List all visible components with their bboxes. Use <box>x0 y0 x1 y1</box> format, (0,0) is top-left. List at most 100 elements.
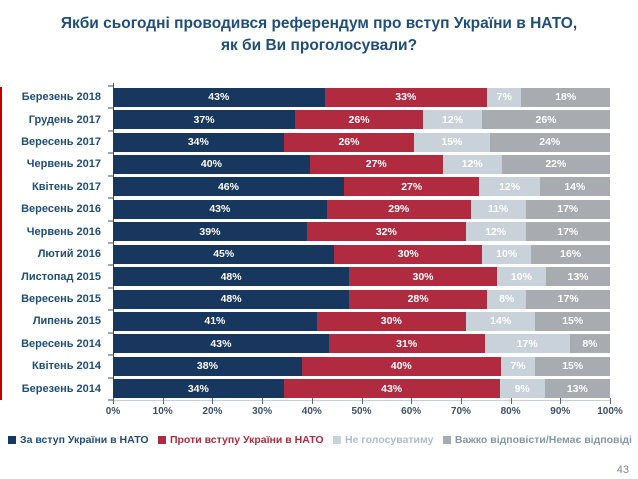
category-axis-tick <box>108 309 113 311</box>
bar-segment-wont-vote: 11% <box>470 199 526 219</box>
bar-value-label: 17% <box>557 293 579 305</box>
bar-value-label: 10% <box>496 248 518 261</box>
category-axis-tick <box>108 354 113 356</box>
bar-segment-hard-to-say: 18% <box>521 87 611 107</box>
bar-segment-hard-to-say: 15% <box>535 356 610 376</box>
bar-value-label: 43% <box>209 203 231 216</box>
bar-value-label: 12% <box>485 225 507 238</box>
x-axis-tick <box>162 398 164 404</box>
bar-value-label: 31% <box>396 337 418 350</box>
bar-segment-for-nato: 46% <box>113 177 344 197</box>
bar-value-label: 26% <box>535 113 557 126</box>
bar-segment-for-nato: 48% <box>113 267 350 287</box>
chart-row: Вересень 2017 34% 26% 15% 24% <box>2 131 610 153</box>
chart-title-line-2: як би Ви проголосували? <box>220 37 418 54</box>
category-axis-tick <box>108 332 113 334</box>
category-axis-tick <box>108 377 113 379</box>
bar-segment-for-nato: 43% <box>113 334 329 354</box>
bar-value-label: 13% <box>566 382 588 395</box>
bar-value-label: 28% <box>407 293 429 305</box>
category-label: Вересень 2016 <box>21 203 101 216</box>
bar-value-label: 12% <box>442 113 464 126</box>
bar-value-label: 37% <box>193 113 215 126</box>
bar-segment-hard-to-say: 17% <box>525 199 610 219</box>
bar-value-label: 33% <box>395 91 417 104</box>
bar-value-label: 27% <box>401 180 423 193</box>
legend-label: Важко відповісти/Немає відповіді <box>454 434 632 446</box>
bar-segment-hard-to-say: 15% <box>535 311 610 331</box>
chart-row: Грудень 2017 37% 26% 12% 26% <box>2 108 610 130</box>
chart-row: Червень 2017 40% 27% 12% 22% <box>2 153 610 175</box>
bar-value-label: 10% <box>510 270 532 283</box>
bar-segment-against-nato: 33% <box>324 87 487 107</box>
legend-item-for-nato: За вступ України в НАТО <box>8 434 149 446</box>
bar-segment-hard-to-say: 8% <box>569 334 610 354</box>
category-label: Грудень 2017 <box>28 113 101 126</box>
x-axis-tick <box>262 398 264 404</box>
bar-segment-for-nato: 43% <box>113 87 325 107</box>
stacked-bar-chart: Березень 2018 43% 33% 7% 18% Грудень 2017 37% 2… <box>2 83 623 427</box>
bar-value-label: 22% <box>545 158 567 171</box>
chart-row: Вересень 2014 43% 31% 17% 8% <box>2 333 610 355</box>
category-label: Квітень 2017 <box>32 180 101 193</box>
stacked-bar: 39% 32% 12% 17% <box>113 222 610 242</box>
stacked-bar: 34% 26% 15% 24% <box>113 132 610 152</box>
bar-value-label: 7% <box>496 91 512 104</box>
bar-segment-hard-to-say: 13% <box>544 379 611 399</box>
bar-segment-against-nato: 26% <box>295 110 423 130</box>
x-axis-tick <box>212 398 214 404</box>
bar-segment-against-nato: 31% <box>328 334 485 354</box>
bar-segment-wont-vote: 10% <box>482 244 532 264</box>
stacked-bar: 40% 27% 12% 22% <box>113 154 610 174</box>
category-axis-tick <box>108 287 113 289</box>
bar-segment-against-nato: 28% <box>349 289 487 309</box>
x-axis-tick <box>311 398 313 404</box>
bar-segment-against-nato: 30% <box>349 267 497 287</box>
category-axis-tick <box>108 107 113 109</box>
category-label: Червень 2017 <box>26 158 101 171</box>
bar-segment-hard-to-say: 17% <box>525 222 610 242</box>
bar-segment-hard-to-say: 22% <box>501 154 610 174</box>
bar-segment-for-nato: 43% <box>113 199 327 219</box>
legend-label: Проти вступу України в НАТО <box>169 434 324 446</box>
stacked-bar: 45% 30% 10% 16% <box>113 244 610 264</box>
stacked-bar: 37% 26% 12% 26% <box>113 110 610 130</box>
bar-segment-for-nato: 38% <box>113 356 302 376</box>
x-axis-tick <box>560 398 562 404</box>
x-axis-tick-label: 30% <box>252 406 273 417</box>
bar-segment-for-nato: 41% <box>113 311 317 331</box>
category-label: Лютий 2016 <box>37 248 101 261</box>
chart-row: Квітень 2014 38% 40% 7% 15% <box>2 355 610 377</box>
bar-value-label: 34% <box>187 136 209 149</box>
bar-value-label: 38% <box>196 360 218 373</box>
bar-segment-for-nato: 34% <box>113 132 284 152</box>
bar-segment-hard-to-say: 16% <box>531 244 610 264</box>
bar-value-label: 16% <box>560 248 582 261</box>
bar-segment-against-nato: 32% <box>306 222 466 242</box>
bar-segment-wont-vote: 12% <box>465 222 526 242</box>
bar-value-label: 45% <box>213 248 235 261</box>
bar-segment-wont-vote: 17% <box>484 334 570 354</box>
bar-value-label: 15% <box>441 136 463 149</box>
chart-row: Червень 2016 39% 32% 12% 17% <box>2 221 610 243</box>
bar-value-label: 24% <box>539 136 561 149</box>
bar-segment-against-nato: 29% <box>326 199 471 219</box>
bar-value-label: 46% <box>217 180 239 193</box>
bar-segment-for-nato: 37% <box>113 110 296 130</box>
category-label: Вересень 2014 <box>21 337 101 350</box>
bar-value-label: 43% <box>381 382 403 395</box>
legend-marker-wont-vote-icon <box>333 436 342 444</box>
legend-label: Не голосуватиму <box>345 434 434 446</box>
x-axis-tick <box>460 398 462 404</box>
bar-segment-for-nato: 40% <box>113 154 310 174</box>
stacked-bar: 46% 27% 12% 14% <box>113 177 610 197</box>
bar-segment-hard-to-say: 13% <box>546 267 610 287</box>
category-label: Липень 2015 <box>32 315 101 328</box>
bar-value-label: 39% <box>199 225 221 238</box>
bar-segment-for-nato: 39% <box>113 222 307 242</box>
bar-segment-wont-vote: 9% <box>499 379 545 399</box>
bar-value-label: 29% <box>388 203 410 216</box>
stacked-bar: 38% 40% 7% 15% <box>113 356 610 376</box>
x-axis-tick-label: 40% <box>301 406 322 417</box>
chart-row: Вересень 2016 43% 29% 11% 17% <box>2 198 610 220</box>
